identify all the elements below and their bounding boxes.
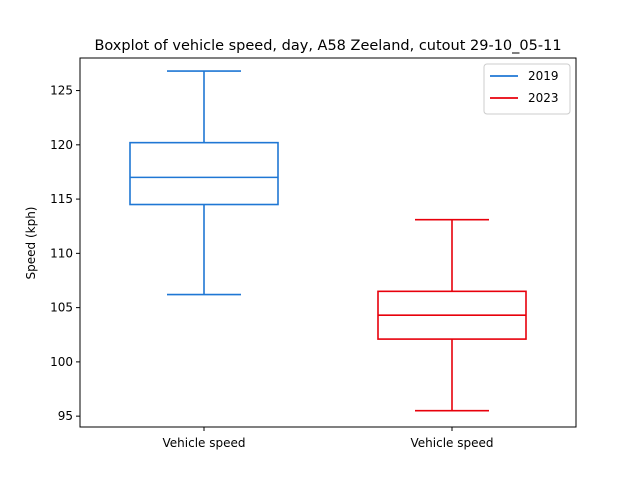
plot-area: 95 100 105 110 115 120 125 Vehicle speed Vehicle… — [50, 57, 577, 450]
y-tick-label-0: 95 — [58, 409, 73, 423]
y-tick-label-3: 110 — [50, 246, 73, 260]
x-tick-label-0: Vehicle speed — [163, 436, 246, 450]
x-tick-label-1: Vehicle speed — [411, 436, 494, 450]
y-tick-label-6: 125 — [50, 84, 73, 98]
y-tick-label-5: 120 — [50, 138, 73, 152]
plot-frame — [79, 57, 577, 428]
chart-title: Boxplot of vehicle speed, day, A58 Zeela… — [94, 38, 561, 54]
legend-label-2023: 2023 — [528, 91, 559, 105]
y-tick-label-2: 105 — [50, 301, 73, 315]
legend-label-2019: 2019 — [528, 69, 559, 83]
y-tick-label-1: 100 — [50, 355, 73, 369]
y-axis-label: Speed (kph) — [24, 207, 38, 280]
box-2019 — [129, 141, 279, 206]
y-tick-label-4: 115 — [50, 192, 73, 206]
